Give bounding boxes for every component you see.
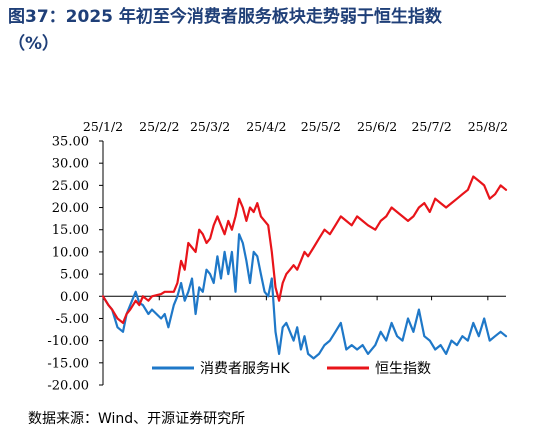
- x-tick-label: 25/6/2: [357, 119, 397, 134]
- y-tick-label: 35.00: [52, 135, 89, 150]
- y-axis: 35.00 30.00 25.00 20.00 15.00 10.00 5.00 0.00 -5…: [47, 135, 104, 394]
- y-tick-label: 25.00: [52, 179, 89, 194]
- legend-label: 恒生指数: [375, 361, 431, 377]
- series-line: [101, 175, 508, 324]
- figure-title: 图37：2025 年初至今消费者服务板块走势弱于恒生指数 （%）: [8, 4, 538, 58]
- x-tick-label: 25/1/2: [83, 119, 123, 134]
- series-lines: [101, 175, 508, 360]
- legend: 消费者服务HK 恒生指数: [152, 361, 431, 377]
- x-tick-labels: 25/1/2 25/2/2 25/3/2 25/4/2 25/5/2 25/6/2 25/7…: [83, 119, 508, 134]
- legend-label: 消费者服务HK: [200, 361, 291, 377]
- figure-title-line-2: （%）: [8, 34, 60, 54]
- figure-title-line-1: 图37：2025 年初至今消费者服务板块走势弱于恒生指数: [8, 7, 442, 27]
- y-tick-label: 5.00: [60, 268, 89, 283]
- y-tick-label: 15.00: [52, 223, 89, 238]
- x-tick-label: 25/7/2: [411, 119, 451, 134]
- y-tick-label: 30.00: [52, 157, 89, 172]
- x-tick-label: 25/5/2: [301, 119, 341, 134]
- source-note: 数据来源：Wind、开源证券研究所: [28, 411, 246, 427]
- x-tick-label: 25/2/2: [139, 119, 179, 134]
- y-tick-label: -15.00: [47, 356, 89, 371]
- y-tick-label: -10.00: [47, 334, 89, 349]
- x-tick-label: 25/3/2: [190, 119, 230, 134]
- x-tick-label: 25/4/2: [246, 119, 286, 134]
- y-tick-label: -5.00: [56, 312, 89, 327]
- y-tick-label: 20.00: [52, 201, 89, 216]
- x-axis: [102, 295, 506, 301]
- y-tick-label: 0.00: [60, 290, 89, 305]
- y-tick-label: -20.00: [47, 379, 89, 394]
- x-tick-label: 25/8/2: [468, 119, 508, 134]
- series-line: [101, 233, 508, 360]
- y-tick-label: 10.00: [52, 245, 89, 260]
